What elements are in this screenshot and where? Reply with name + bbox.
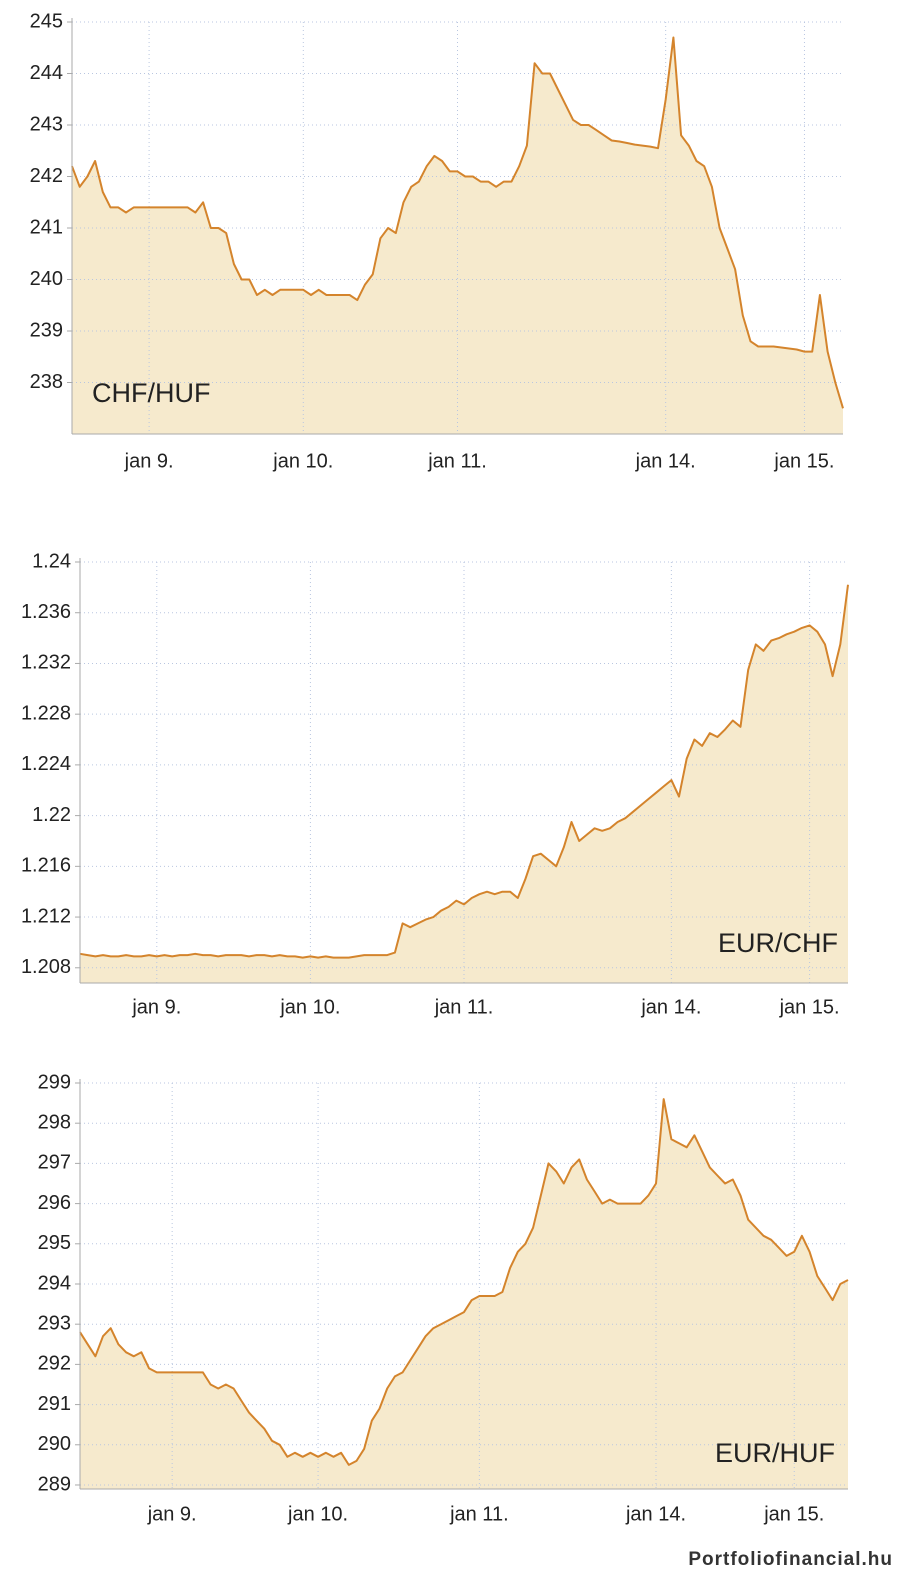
x-tick-label: jan 15. (779, 996, 840, 1018)
x-tick-label: jan 15. (773, 450, 834, 472)
y-tick-label: 299 (38, 1071, 71, 1093)
x-tick-label: jan 11. (434, 996, 494, 1018)
chart-title: EUR/CHF (718, 928, 838, 958)
x-tick-label: jan 11. (427, 450, 487, 472)
y-tick-label: 238 (30, 371, 63, 393)
y-tick-label: 243 (30, 113, 63, 135)
y-tick-label: 1.208 (21, 956, 71, 978)
y-tick-label: 289 (38, 1473, 71, 1495)
y-tick-label: 244 (30, 62, 63, 84)
y-tick-label: 296 (38, 1192, 71, 1214)
area-fill (72, 37, 843, 434)
chart-title: EUR/HUF (715, 1438, 835, 1468)
y-tick-label: 1.228 (21, 702, 71, 724)
x-tick-label: jan 15. (763, 1503, 824, 1525)
y-tick-label: 295 (38, 1232, 71, 1254)
series-line (79, 1098, 849, 1466)
y-tick-label: 294 (38, 1272, 71, 1294)
y-tick-label: 291 (38, 1393, 71, 1415)
y-tick-label: 242 (30, 165, 63, 187)
x-tick-label: jan 14. (640, 996, 701, 1018)
y-tick-label: 239 (30, 319, 63, 341)
x-tick-label: jan 14. (635, 450, 696, 472)
x-tick-label: jan 9. (147, 1503, 197, 1525)
y-tick-label: 1.224 (21, 753, 71, 775)
series-line (71, 36, 844, 409)
x-tick-label: jan 14. (625, 1503, 686, 1525)
y-tick-label: 297 (38, 1152, 71, 1174)
x-tick-label: jan 9. (131, 996, 181, 1018)
area-fill (80, 584, 848, 983)
y-tick-label: 1.232 (21, 652, 71, 674)
x-tick-label: jan 9. (124, 450, 174, 472)
y-tick-label: 1.22 (32, 804, 71, 826)
source-credit: Portfoliofinancial.hu (688, 1549, 893, 1570)
x-tick-label: jan 11. (449, 1503, 509, 1525)
x-tick-label: jan 10. (272, 450, 333, 472)
y-tick-label: 1.236 (21, 601, 71, 623)
x-tick-label: jan 10. (279, 996, 340, 1018)
y-tick-label: 292 (38, 1353, 71, 1375)
y-tick-label: 290 (38, 1433, 71, 1455)
y-tick-label: 1.212 (21, 905, 71, 927)
series-line (79, 584, 849, 959)
y-tick-label: 245 (30, 10, 63, 32)
chart-title: CHF/HUF (92, 378, 210, 408)
y-tick-label: 1.24 (32, 550, 71, 572)
x-tick-label: jan 10. (287, 1503, 348, 1525)
y-tick-label: 1.216 (21, 855, 71, 877)
y-tick-label: 293 (38, 1312, 71, 1334)
area-fill (80, 1099, 848, 1489)
y-tick-label: 241 (30, 216, 63, 238)
y-tick-label: 240 (30, 268, 63, 290)
y-tick-label: 298 (38, 1111, 71, 1133)
